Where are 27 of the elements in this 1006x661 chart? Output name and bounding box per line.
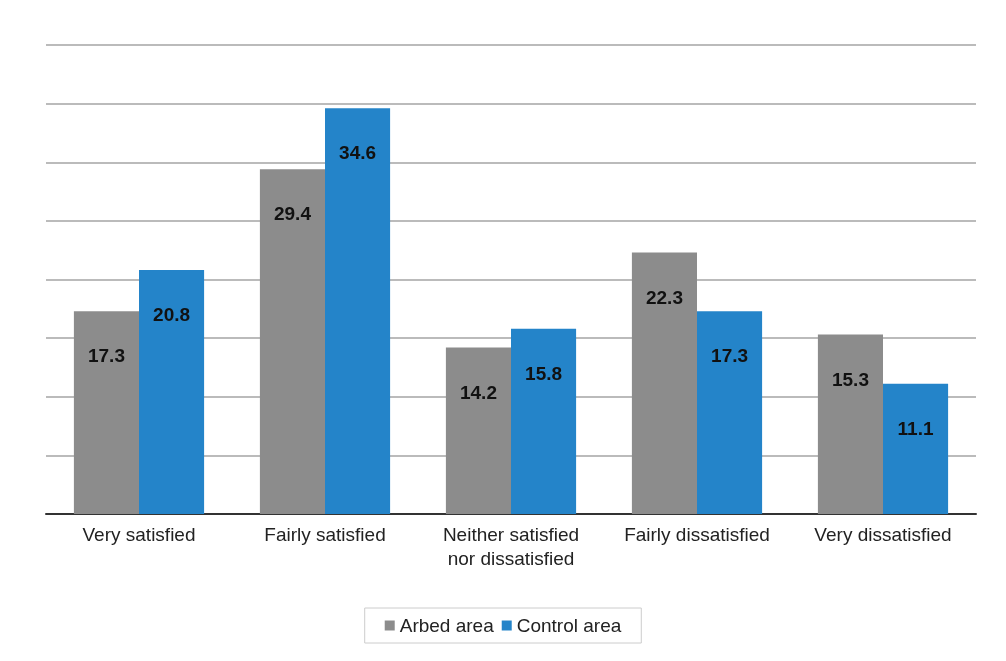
bar: [139, 270, 205, 514]
bar: [631, 252, 697, 514]
bar: [73, 311, 139, 514]
data-label: 14.2: [459, 381, 497, 403]
x-tick-label: Neither satisfied nor dissatisfied: [442, 523, 580, 569]
data-label: 29.4: [273, 203, 312, 225]
data-label: 11.1: [897, 417, 934, 439]
bar: [325, 108, 391, 514]
legend-label: Control area: [516, 615, 622, 636]
bar: [817, 334, 883, 514]
data-label: 34.6: [339, 142, 377, 164]
data-label: 15.3: [831, 368, 869, 390]
x-tick-label: Fairly satisfied: [264, 523, 386, 545]
data-label: 22.3: [645, 286, 683, 308]
x-tick-label: Very dissatisfied: [814, 523, 952, 545]
data-label: 20.8: [153, 304, 191, 326]
bar: [883, 383, 949, 514]
bar: [445, 347, 511, 514]
data-label: 17.3: [87, 345, 125, 367]
x-tick-label: Fairly dissatisfied: [624, 523, 770, 545]
data-label: 17.3: [711, 345, 749, 367]
bar: [259, 169, 325, 514]
data-label: 15.8: [525, 362, 563, 384]
x-tick-label: Very satisfied: [82, 523, 196, 545]
bar: [511, 328, 577, 514]
legend-label: Arbed area: [399, 615, 495, 636]
bar: [697, 311, 763, 514]
